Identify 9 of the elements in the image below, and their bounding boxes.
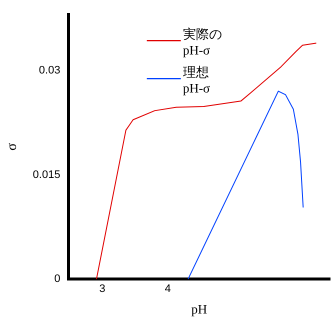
legend-label: 実際の pH-σ — [182, 26, 222, 58]
x-tick-label: 4 — [164, 282, 171, 295]
y-axis-title: σ — [5, 142, 20, 151]
legend-label: 理想 pH-σ — [182, 64, 210, 96]
y-tick-label: 0 — [54, 273, 60, 286]
y-tick-label: 0.015 — [32, 168, 60, 181]
x-axis-title: pH — [191, 302, 208, 317]
y-tick-label: 0.03 — [38, 64, 60, 76]
x-tick-label: 3 — [99, 282, 106, 295]
